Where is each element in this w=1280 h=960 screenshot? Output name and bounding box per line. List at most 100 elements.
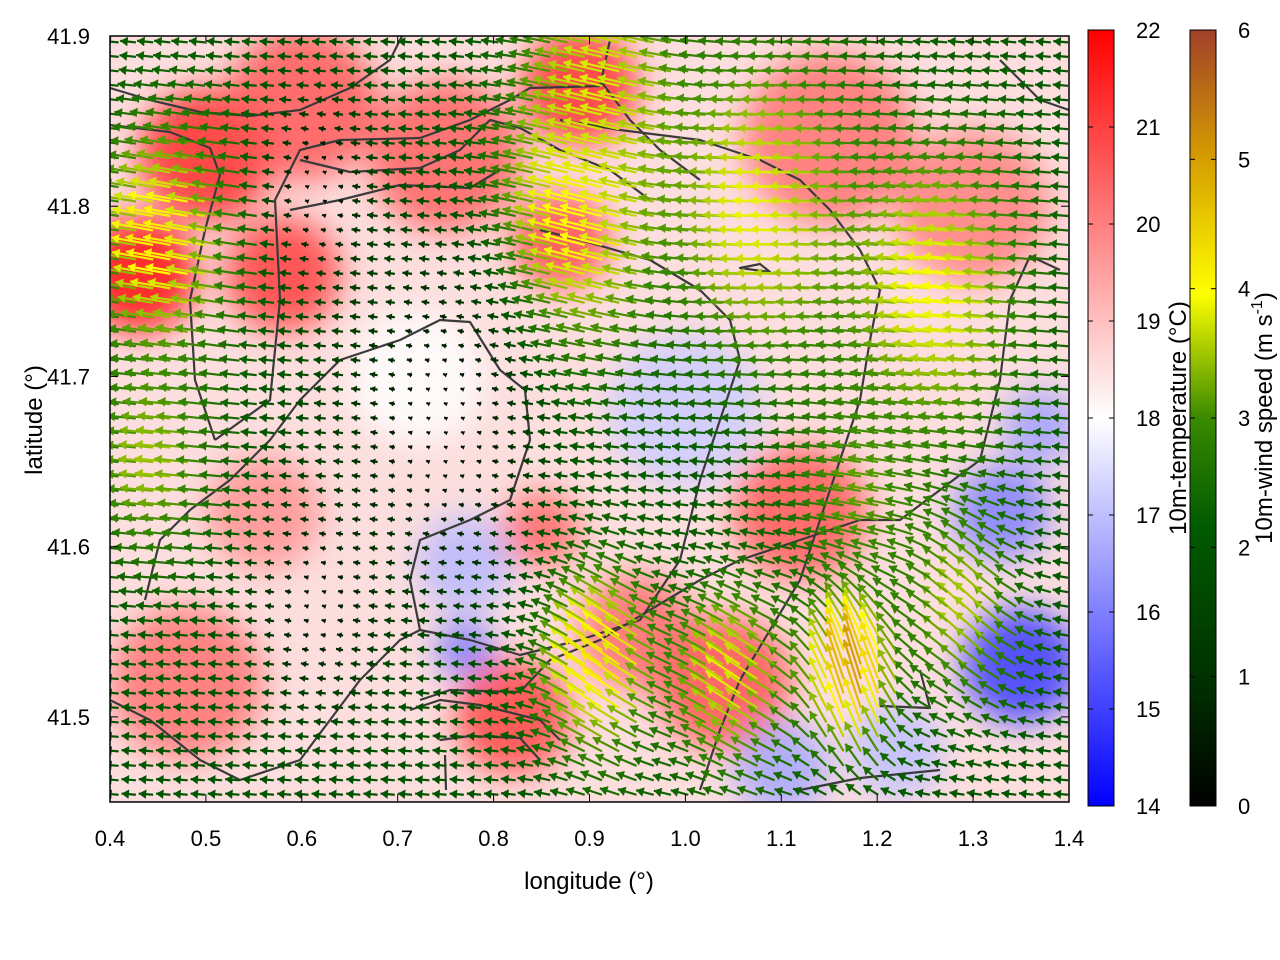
wind-arrow bbox=[135, 601, 154, 611]
wind-arrow bbox=[861, 746, 880, 767]
wind-arrow-head bbox=[632, 567, 642, 577]
wind-arrow bbox=[628, 708, 655, 724]
wind-arrow-head bbox=[603, 672, 613, 681]
wind-arrow-head bbox=[121, 731, 130, 741]
wind-arrow bbox=[543, 593, 568, 608]
wind-arrow-head bbox=[486, 616, 494, 625]
wind-arrow bbox=[680, 608, 707, 623]
wind-arrow-head bbox=[279, 703, 287, 712]
wind-arrow bbox=[279, 703, 292, 712]
wind-arrow bbox=[859, 610, 880, 651]
wind-arrow bbox=[278, 717, 292, 727]
wind-arrow bbox=[190, 717, 206, 727]
wind-arrow bbox=[397, 746, 413, 756]
wind-arrow bbox=[876, 635, 897, 666]
wind-arrow-head bbox=[420, 573, 427, 581]
wind-arrow bbox=[451, 630, 464, 640]
wind-arrow bbox=[434, 630, 447, 640]
wind-arrow bbox=[432, 789, 447, 799]
wind-arrow-head bbox=[528, 697, 538, 707]
wind-arrow bbox=[556, 721, 586, 738]
wind-arrow-head bbox=[978, 681, 988, 690]
wind-arrow-head bbox=[110, 688, 112, 698]
wind-arrow-head bbox=[484, 702, 492, 712]
wind-arrow bbox=[190, 731, 206, 741]
wind-arrow bbox=[736, 785, 758, 796]
wind-arrow-shaft bbox=[842, 612, 862, 665]
wind-arrow-head bbox=[416, 674, 424, 683]
wind-arrow-head bbox=[663, 651, 673, 661]
wind-arrow-head bbox=[190, 673, 199, 684]
wind-arrow bbox=[321, 575, 327, 581]
wind-arrow bbox=[844, 743, 862, 767]
wind-arrow-head bbox=[350, 660, 357, 668]
wind-arrow bbox=[518, 585, 534, 596]
wind-arrow-head bbox=[398, 717, 406, 727]
wind-arrow-head bbox=[304, 575, 309, 581]
wind-arrow-head bbox=[380, 775, 389, 785]
wind-arrow-head bbox=[138, 731, 147, 741]
wind-arrow-head bbox=[843, 699, 853, 709]
wind-arrow-head bbox=[96, 369, 104, 379]
wind-arrow-head bbox=[716, 579, 726, 589]
wind-arrow bbox=[595, 551, 620, 565]
wind-arrow bbox=[532, 758, 551, 768]
wind-arrow-head bbox=[469, 616, 477, 625]
wind-arrow bbox=[719, 554, 741, 565]
wind-arrow-head bbox=[915, 788, 924, 799]
wind-arrow bbox=[571, 718, 603, 738]
wind-arrow bbox=[367, 631, 378, 639]
wind-arrow bbox=[190, 644, 206, 655]
wind-arrow-head bbox=[321, 618, 327, 624]
wind-arrow bbox=[635, 787, 655, 797]
wind-arrow bbox=[519, 557, 534, 567]
wind-arrow bbox=[746, 631, 776, 652]
wind-arrow bbox=[1035, 716, 1051, 726]
wind-arrow-head bbox=[330, 717, 338, 727]
wind-arrow bbox=[862, 765, 879, 782]
wind-arrow bbox=[264, 602, 275, 610]
wind-arrow bbox=[1053, 687, 1069, 698]
wind-arrow bbox=[753, 770, 775, 782]
wind-arrow-head bbox=[398, 746, 406, 756]
wind-arrow bbox=[368, 617, 378, 625]
wind-arrow bbox=[959, 678, 983, 695]
wind-arrow-head bbox=[633, 756, 643, 766]
wind-arrow bbox=[294, 775, 309, 785]
wind-arrow bbox=[467, 659, 482, 669]
wind-arrow bbox=[337, 589, 344, 595]
wind-arrow bbox=[582, 786, 603, 796]
wind-arrow-head bbox=[500, 745, 509, 756]
wind-arrow bbox=[708, 615, 741, 637]
wind-arrow bbox=[677, 648, 707, 666]
wind-arrow-head bbox=[995, 652, 1005, 661]
wind-arrow-head bbox=[242, 731, 251, 741]
wind-arrow-head bbox=[449, 731, 458, 741]
wind-arrow bbox=[314, 703, 326, 712]
wind-arrow bbox=[205, 557, 223, 568]
wind-arrow bbox=[319, 646, 326, 653]
wind-arrow-head bbox=[543, 724, 553, 734]
wind-arrow bbox=[120, 615, 136, 626]
wind-arrow bbox=[788, 554, 810, 565]
wind-arrow-head bbox=[737, 554, 747, 564]
wind-arrow bbox=[930, 743, 948, 754]
wind-arrow-head bbox=[630, 580, 640, 590]
wind-arrow-head bbox=[369, 573, 376, 581]
wind-arrow bbox=[686, 786, 706, 796]
wind-arrow-head bbox=[612, 565, 622, 575]
wind-arrow bbox=[715, 579, 741, 594]
wind-arrow-head bbox=[300, 660, 307, 668]
wind-arrow bbox=[597, 770, 620, 782]
wind-arrow-head bbox=[545, 740, 555, 750]
wind-arrow bbox=[754, 555, 775, 565]
wind-arrow bbox=[330, 731, 344, 741]
wind-arrow-head bbox=[824, 643, 834, 653]
wind-arrow-head bbox=[694, 720, 704, 730]
wind-arrow bbox=[190, 789, 206, 799]
wind-arrow bbox=[859, 633, 880, 680]
wind-arrow-head bbox=[415, 702, 424, 712]
wind-arrow bbox=[575, 563, 603, 579]
wind-arrow bbox=[1034, 556, 1052, 566]
wind-arrow-head bbox=[154, 630, 163, 640]
